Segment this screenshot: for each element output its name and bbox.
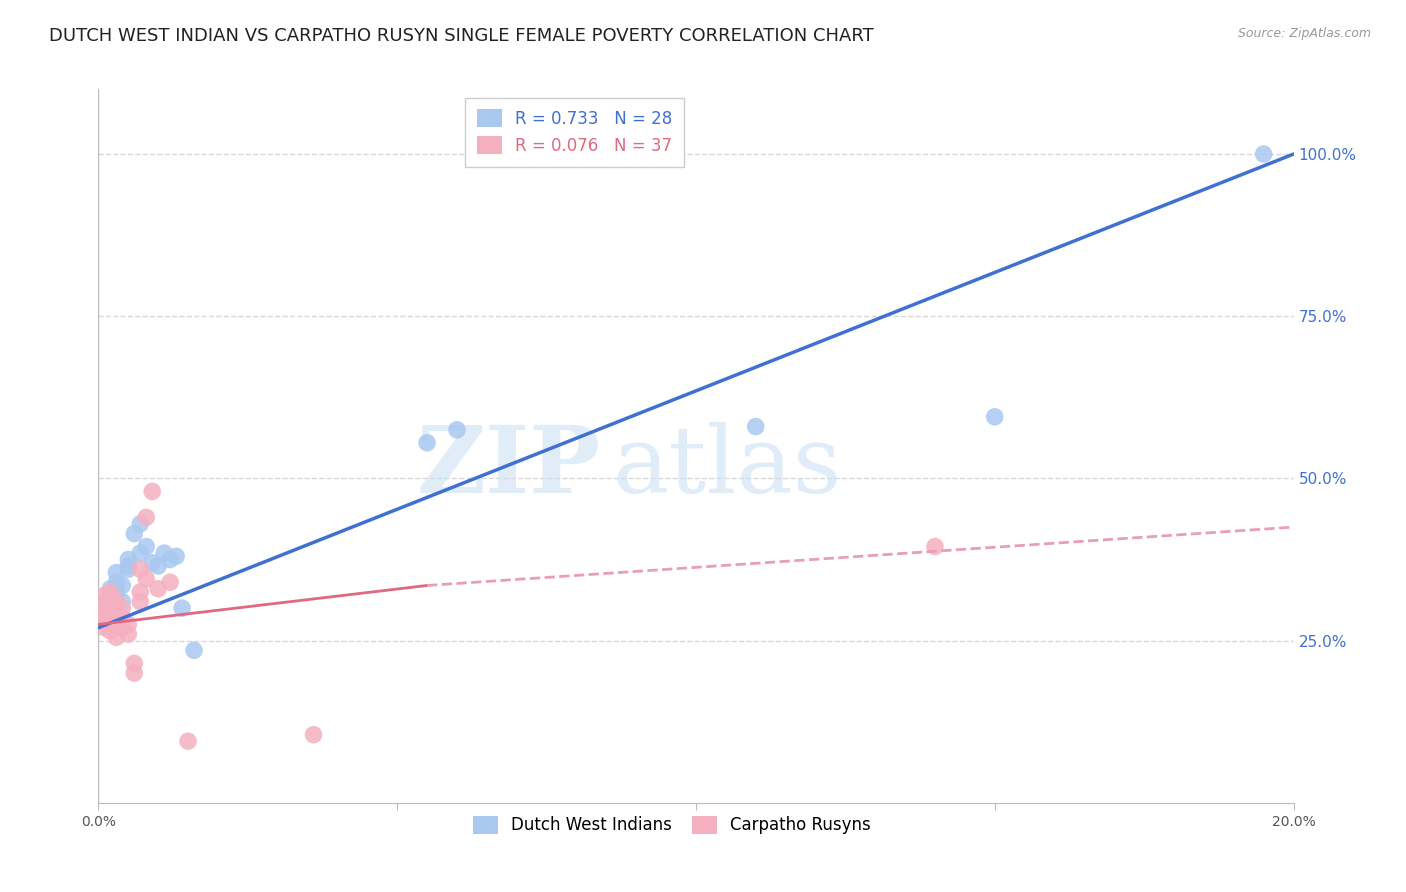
Point: [93, 598, 115, 612]
Point: [117, 617, 139, 632]
Text: atlas: atlas: [613, 423, 842, 512]
Point: [924, 540, 946, 554]
Point: [105, 566, 128, 580]
Point: [90, 614, 112, 628]
Point: [93, 588, 115, 602]
Point: [159, 575, 181, 590]
Point: [98, 617, 122, 632]
Point: [124, 526, 146, 541]
Point: [1253, 147, 1275, 161]
Point: [302, 728, 325, 742]
Text: Source: ZipAtlas.com: Source: ZipAtlas.com: [1237, 27, 1371, 40]
Point: [105, 611, 128, 625]
Point: [91, 607, 114, 622]
Point: [98, 601, 122, 615]
Point: [93, 604, 115, 618]
Point: [93, 604, 115, 618]
Point: [129, 546, 152, 560]
Point: [111, 611, 134, 625]
Point: [129, 516, 152, 531]
Point: [93, 595, 115, 609]
Point: [105, 604, 128, 618]
Point: [111, 595, 134, 609]
Text: DUTCH WEST INDIAN VS CARPATHO RUSYN SINGLE FEMALE POVERTY CORRELATION CHART: DUTCH WEST INDIAN VS CARPATHO RUSYN SING…: [49, 27, 875, 45]
Point: [111, 601, 134, 615]
Point: [117, 627, 139, 641]
Point: [177, 734, 200, 748]
Point: [98, 614, 122, 628]
Point: [89, 611, 111, 625]
Point: [745, 419, 768, 434]
Point: [105, 595, 128, 609]
Point: [148, 559, 170, 574]
Point: [129, 595, 152, 609]
Point: [135, 572, 157, 586]
Point: [172, 601, 194, 615]
Point: [117, 559, 139, 574]
Point: [117, 562, 139, 576]
Point: [117, 552, 139, 566]
Point: [124, 666, 146, 681]
Point: [105, 575, 128, 590]
Point: [98, 624, 122, 638]
Point: [105, 585, 128, 599]
Point: [159, 552, 181, 566]
Point: [105, 617, 128, 632]
Point: [98, 598, 122, 612]
Point: [135, 540, 157, 554]
Point: [105, 631, 128, 645]
Point: [153, 546, 176, 560]
Point: [148, 582, 170, 596]
Point: [93, 611, 115, 625]
Point: [135, 510, 157, 524]
Point: [141, 556, 163, 570]
Point: [93, 621, 115, 635]
Point: [446, 423, 468, 437]
Point: [984, 409, 1007, 424]
Point: [183, 643, 205, 657]
Point: [129, 585, 152, 599]
Legend: Dutch West Indians, Carpatho Rusyns: Dutch West Indians, Carpatho Rusyns: [467, 809, 877, 841]
Point: [129, 562, 152, 576]
Point: [98, 585, 122, 599]
Point: [165, 549, 187, 564]
Point: [98, 582, 122, 596]
Point: [111, 621, 134, 635]
Point: [141, 484, 163, 499]
Point: [111, 578, 134, 592]
Point: [124, 657, 146, 671]
Point: [98, 591, 122, 606]
Point: [416, 435, 439, 450]
Text: ZIP: ZIP: [416, 423, 600, 512]
